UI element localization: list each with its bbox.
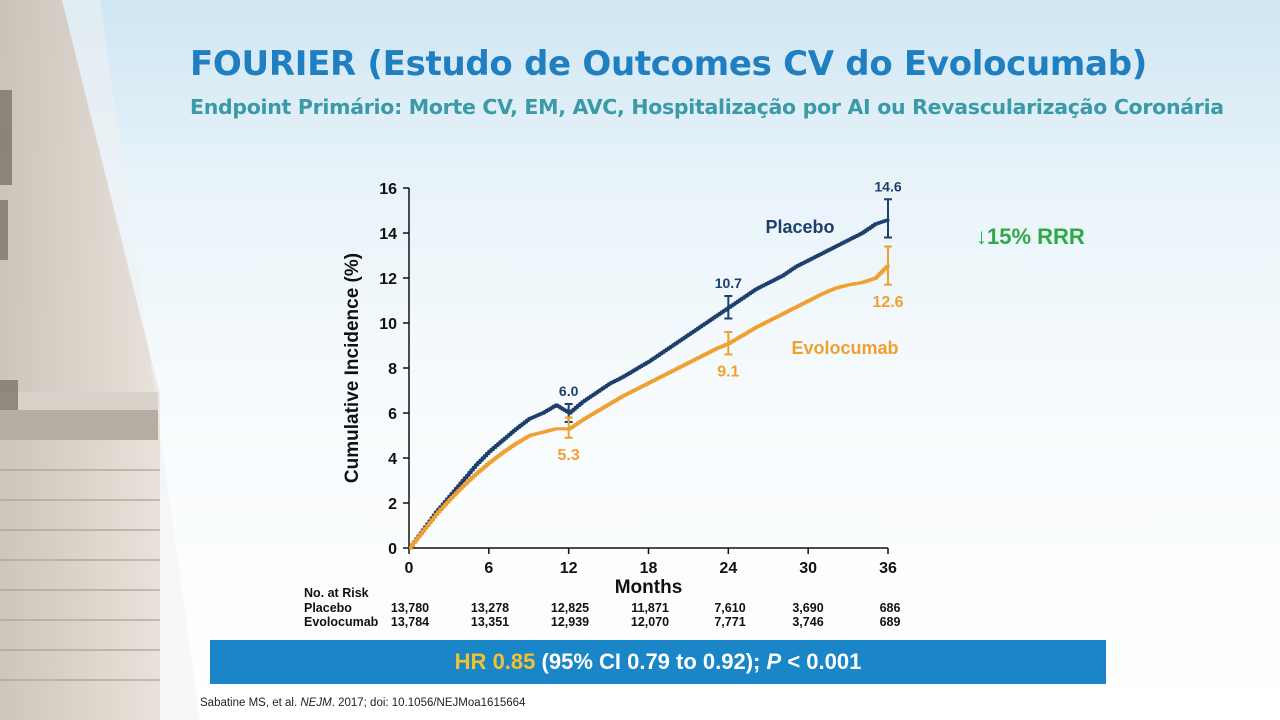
series-line-placebo bbox=[409, 218, 890, 550]
risk-cell: 7,771 bbox=[714, 615, 746, 629]
rrr-label: ↓15% RRR bbox=[976, 224, 1085, 250]
series-label-placebo: Placebo bbox=[765, 217, 834, 237]
hr-label: HR bbox=[454, 649, 487, 674]
slide-subtitle: Endpoint Primário: Morte CV, EM, AVC, Ho… bbox=[190, 95, 1224, 119]
error-bar-evolocumab bbox=[884, 245, 892, 286]
risk-cell: 13,780 bbox=[390, 601, 430, 615]
x-tick-label: 0 bbox=[405, 560, 414, 577]
citation-journal: NEJM bbox=[300, 697, 332, 709]
risk-cell: 689 bbox=[879, 615, 901, 629]
risk-cell: 12,939 bbox=[550, 615, 590, 629]
y-tick-label: 8 bbox=[388, 361, 397, 378]
slide-title: FOURIER (Estudo de Outcomes CV do Evoloc… bbox=[190, 44, 1147, 84]
data-label-evolocumab: 9.1 bbox=[717, 364, 739, 381]
risk-cell: 686 bbox=[879, 601, 901, 615]
x-tick-label: 36 bbox=[879, 560, 897, 577]
risk-cell: 13,784 bbox=[390, 615, 430, 629]
y-tick-label: 2 bbox=[388, 496, 397, 513]
data-label-evolocumab: 5.3 bbox=[558, 447, 580, 464]
y-tick-label: 10 bbox=[379, 316, 397, 333]
x-tick-label: 24 bbox=[719, 560, 737, 577]
x-tick-label: 18 bbox=[640, 560, 658, 577]
citation: Sabatine MS, et al. NEJM. 2017; doi: 10.… bbox=[200, 697, 525, 709]
error-bar-placebo bbox=[724, 295, 733, 320]
hazard-ratio-banner: HR 0.85 (95% CI 0.79 to 0.92); P < 0.001 bbox=[210, 640, 1106, 684]
risk-table-header: No. at Risk bbox=[304, 586, 369, 600]
data-label-placebo: 10.7 bbox=[715, 275, 742, 291]
series-label-evolocumab: Evolocumab bbox=[791, 338, 898, 358]
x-tick-label: 12 bbox=[560, 560, 578, 577]
y-tick-label: 12 bbox=[379, 271, 397, 288]
y-axis-label: Cumulative Incidence (%) bbox=[342, 253, 363, 483]
series-line-evolocumab bbox=[409, 264, 890, 550]
citation-rest: . 2017; doi: 10.1056/NEJMoa1615664 bbox=[331, 697, 526, 709]
y-tick-label: 14 bbox=[379, 226, 397, 243]
rrr-text: 15% RRR bbox=[987, 224, 1085, 249]
y-tick-label: 16 bbox=[379, 181, 397, 198]
error-bar-evolocumab bbox=[564, 416, 573, 439]
data-label-evolocumab: 12.6 bbox=[872, 294, 903, 311]
risk-row-label-evolocumab: Evolocumab bbox=[304, 615, 379, 629]
p-label: P bbox=[766, 649, 782, 674]
risk-cell: 7,610 bbox=[714, 601, 746, 615]
risk-cell: 11,871 bbox=[631, 601, 669, 615]
x-tick-label: 6 bbox=[484, 560, 493, 577]
x-tick-label: 30 bbox=[799, 560, 817, 577]
risk-cell: 12,825 bbox=[550, 601, 590, 615]
hr-ci: (95% CI 0.79 to 0.92); bbox=[541, 649, 761, 674]
risk-cell: 3,690 bbox=[792, 601, 824, 615]
data-label-placebo: 14.6 bbox=[874, 178, 901, 194]
citation-authors: Sabatine MS, et al. bbox=[200, 697, 298, 709]
risk-cell: 13,351 bbox=[470, 615, 510, 629]
down-arrow-icon: ↓ bbox=[976, 224, 987, 249]
p-value: < 0.001 bbox=[787, 649, 862, 674]
risk-cell: 13,278 bbox=[470, 601, 510, 615]
hr-value: 0.85 bbox=[492, 649, 536, 674]
y-tick-label: 0 bbox=[388, 541, 397, 558]
y-tick-label: 4 bbox=[388, 451, 397, 468]
error-bar-placebo bbox=[884, 198, 892, 239]
data-label-placebo: 6.0 bbox=[559, 383, 579, 399]
error-bar-evolocumab bbox=[724, 331, 733, 356]
y-tick-label: 6 bbox=[388, 406, 397, 423]
risk-cell: 3,746 bbox=[792, 615, 824, 629]
risk-row-label-placebo: Placebo bbox=[304, 601, 352, 615]
risk-cell: 12,070 bbox=[630, 615, 670, 629]
x-axis-label: Months bbox=[615, 577, 683, 598]
